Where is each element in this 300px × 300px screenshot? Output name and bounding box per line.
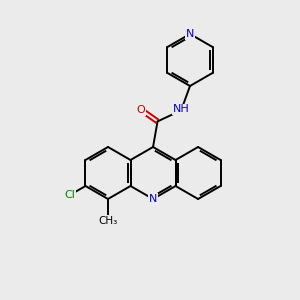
Text: NH: NH xyxy=(173,104,190,114)
Text: O: O xyxy=(136,105,145,115)
Text: Cl: Cl xyxy=(64,190,75,200)
Text: N: N xyxy=(149,194,157,204)
Text: N: N xyxy=(186,29,194,39)
Text: CH₃: CH₃ xyxy=(98,216,118,226)
